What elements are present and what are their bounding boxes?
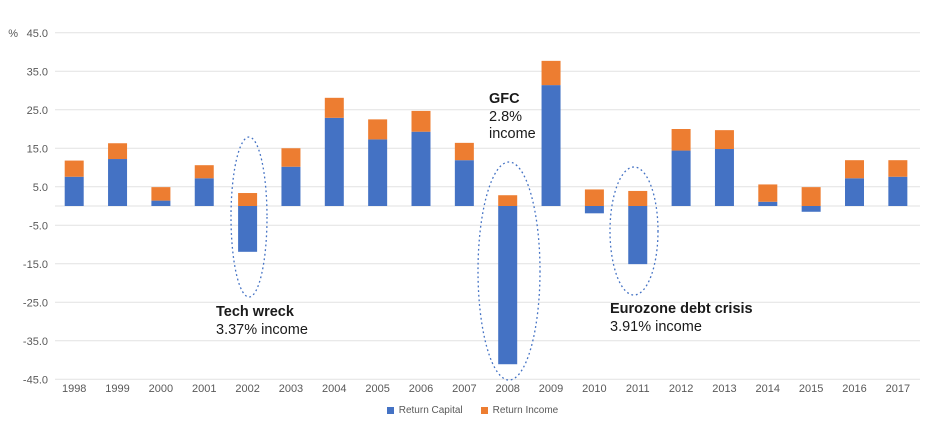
- bar-income-2000: [151, 187, 171, 201]
- bar-income-2012: [671, 129, 691, 151]
- bar-capital-1998: [64, 176, 84, 206]
- bar-income-2010: [584, 189, 604, 206]
- x-tick-label-2010: 2010: [582, 383, 606, 395]
- annotation-eurozone: Eurozone debt crisis 3.91% income: [610, 301, 753, 336]
- bar-capital-1999: [108, 159, 128, 206]
- annotation-tech-wreck-income: 3.37% income: [216, 321, 308, 338]
- bar-capital-2001: [194, 178, 214, 206]
- annotation-eurozone-title: Eurozone debt crisis: [610, 301, 753, 317]
- bar-capital-2006: [411, 131, 431, 206]
- annotation-gfc: GFC 2.8% income: [489, 91, 536, 144]
- x-tick-label-2009: 2009: [539, 383, 563, 395]
- bar-income-2011: [628, 190, 648, 206]
- bar-income-2008: [498, 195, 518, 206]
- highlight-ellipse-2011: [609, 166, 659, 296]
- legend-swatch-capital-icon: [386, 407, 394, 414]
- highlight-ellipse-2008: [477, 161, 541, 381]
- bar-capital-2007: [454, 160, 474, 206]
- bar-capital-2003: [281, 166, 301, 206]
- x-tick-label-1998: 1998: [62, 383, 86, 395]
- bar-income-2004: [324, 97, 344, 118]
- bar-income-2013: [714, 130, 734, 150]
- bar-income-1999: [108, 143, 128, 160]
- bar-capital-2016: [845, 178, 864, 206]
- chart-legend: Return Capital Return Income: [0, 405, 945, 416]
- x-tick-label-2015: 2015: [799, 383, 823, 395]
- bar-income-2003: [281, 148, 301, 167]
- y-tick-label: 5.0: [33, 182, 48, 194]
- x-tick-label-2000: 2000: [149, 383, 173, 395]
- x-tick-label-2001: 2001: [192, 383, 216, 395]
- y-tick-label: 35.0: [27, 66, 48, 78]
- annotation-tech-wreck: Tech wreck 3.37% income: [216, 304, 308, 339]
- bar-capital-2004: [324, 117, 344, 206]
- bar-income-2005: [368, 119, 388, 140]
- bar-income-2007: [454, 142, 474, 161]
- x-tick-label-2002: 2002: [235, 383, 259, 395]
- x-tick-label-2006: 2006: [409, 383, 433, 395]
- x-tick-label-2007: 2007: [452, 383, 476, 395]
- annotation-tech-wreck-title: Tech wreck: [216, 304, 294, 320]
- x-tick-label-2012: 2012: [669, 383, 693, 395]
- x-tick-label-2004: 2004: [322, 383, 346, 395]
- y-tick-label: -35.0: [23, 336, 48, 348]
- bar-capital-2011: [628, 206, 648, 265]
- annotation-eurozone-income: 3.91% income: [610, 318, 702, 335]
- y-tick-label: 45.0: [27, 28, 48, 40]
- x-tick-label-2017: 2017: [886, 383, 910, 395]
- annotation-gfc-title: GFC: [489, 91, 520, 107]
- bar-income-1998: [64, 160, 84, 177]
- x-tick-label-2003: 2003: [279, 383, 303, 395]
- bar-capital-2002: [238, 206, 258, 252]
- x-tick-label-2011: 2011: [626, 383, 650, 395]
- annotation-gfc-income-value: 2.8%: [489, 108, 523, 125]
- bar-capital-2008: [498, 206, 518, 365]
- x-tick-label-2016: 2016: [842, 383, 866, 395]
- bar-capital-2000: [151, 200, 171, 206]
- bar-income-2009: [541, 60, 561, 86]
- y-tick-label: -45.0: [23, 374, 48, 386]
- highlight-ellipse-2002: [230, 136, 268, 298]
- bar-income-2002: [238, 193, 258, 206]
- bar-capital-2012: [671, 150, 691, 206]
- x-tick-label-1999: 1999: [105, 383, 129, 395]
- bar-capital-2005: [368, 139, 388, 206]
- x-tick-label-2013: 2013: [712, 383, 736, 395]
- bar-income-2015: [801, 187, 821, 206]
- bar-capital-2017: [888, 176, 908, 206]
- y-tick-label: 25.0: [27, 105, 48, 117]
- bar-income-2006: [411, 110, 431, 132]
- annotation-gfc-income-word: income: [489, 126, 536, 142]
- legend-label-return-income: Return Income: [492, 405, 559, 416]
- bar-capital-2013: [714, 149, 734, 206]
- bar-income-2001: [194, 165, 214, 179]
- bar-income-2017: [888, 160, 908, 177]
- y-tick-label: 15.0: [27, 143, 48, 155]
- x-tick-label-2008: 2008: [495, 383, 519, 395]
- bar-capital-2014: [758, 201, 778, 206]
- x-tick-label-2014: 2014: [756, 383, 780, 395]
- bar-income-2014: [758, 184, 778, 202]
- bar-income-2016: [845, 160, 864, 179]
- y-axis-unit-label: %: [8, 28, 18, 40]
- bar-capital-2010: [584, 206, 604, 214]
- bar-capital-2015: [801, 206, 821, 212]
- legend-item-return-capital: Return Capital: [386, 405, 463, 416]
- y-tick-label: -25.0: [23, 297, 48, 309]
- legend-swatch-income-icon: [480, 407, 488, 414]
- y-tick-label: -15.0: [23, 259, 48, 271]
- x-tick-label-2005: 2005: [365, 383, 389, 395]
- legend-label-return-capital: Return Capital: [398, 405, 463, 416]
- bar-capital-2009: [541, 85, 561, 206]
- legend-item-return-income: Return Income: [480, 405, 559, 416]
- y-tick-label: -5.0: [29, 220, 48, 232]
